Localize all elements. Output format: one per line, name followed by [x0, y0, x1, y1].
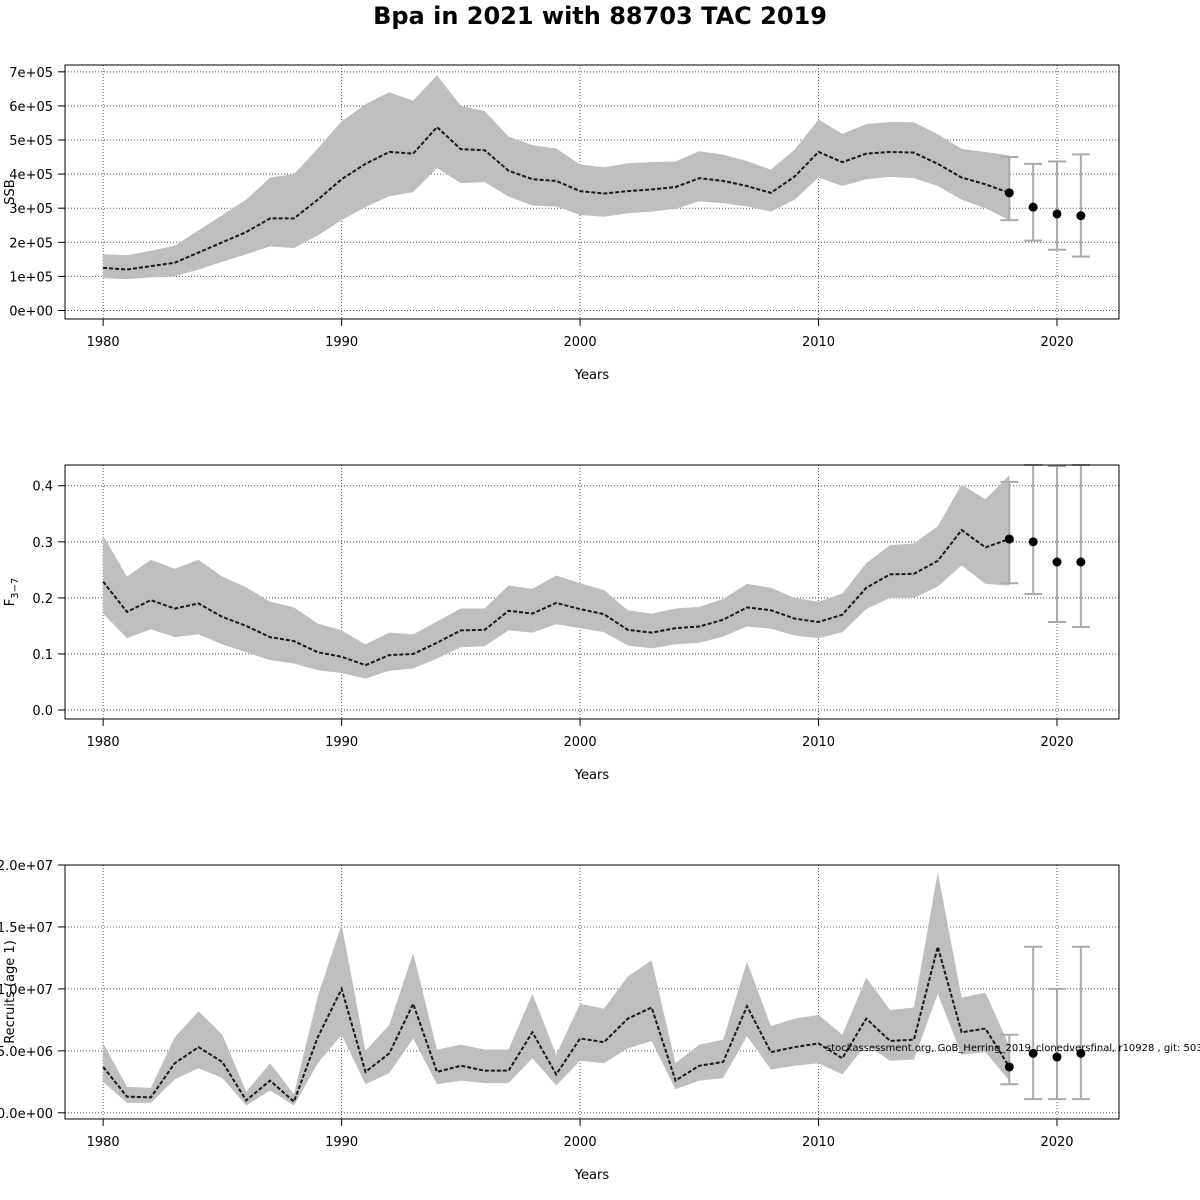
x-tick-label-2010: 2010	[802, 335, 835, 350]
f-forecast-point-2020	[1052, 557, 1062, 567]
ssb-plot-frame	[64, 64, 1120, 320]
y-tick-label: 0.0	[32, 704, 53, 719]
recruits-forecast-point-2020	[1052, 1052, 1062, 1062]
f-forecast-point-2019	[1028, 537, 1038, 547]
y-tick-label: 0.0e+00	[0, 1107, 53, 1122]
y-tick-label: 5.0e+06	[0, 1045, 53, 1060]
x-tick-label-1990: 1990	[325, 735, 358, 750]
recruits-forecast-whisker-2020	[1048, 987, 1066, 1101]
y-tick-label: 2e+05	[9, 236, 53, 251]
f-estimate-line	[102, 528, 1010, 667]
recruits-forecast-whisker-2018	[1000, 1033, 1019, 1086]
f-forecast-whisker-2018	[1000, 480, 1019, 585]
y-tick-label: 5e+05	[9, 134, 53, 149]
ssb-confidence-band	[103, 75, 1010, 280]
fishing-mortality-panel: 1980 1990 2000 2010 2020 0.0 0.1 0.2 0.3 0.4 Years…	[3, 464, 1120, 783]
recruits-forecast-point-2021	[1076, 1048, 1086, 1058]
x-tick-label-2010: 2010	[802, 735, 835, 750]
ssb-forecast-point-2018	[1004, 188, 1014, 198]
ssb-y-axis-label: SSB	[3, 179, 18, 204]
x-tick-label-2000: 2000	[564, 335, 597, 350]
x-tick-label-2020: 2020	[1040, 1135, 1073, 1150]
ssb-panel: 1980 1990 2000 2010 2020 0e+00 1e+05 2e+05 3e+05…	[3, 64, 1120, 383]
f-y-axis-label: F3−7	[3, 578, 21, 607]
f-forecast-whisker-2019	[1024, 464, 1043, 595]
recruits-estimate-line	[102, 942, 1011, 1104]
x-tick-label-1990: 1990	[325, 1135, 358, 1150]
f-forecast-whisker-2021	[1071, 464, 1090, 629]
f-confidence-band	[103, 475, 1010, 679]
recruits-forecast-point-2018	[1004, 1062, 1014, 1072]
ssb-forecast-point-2020	[1052, 209, 1062, 219]
f-forecast-point-2018	[1004, 534, 1014, 544]
f-forecast-point-2021	[1076, 557, 1086, 567]
x-tick-label-1980: 1980	[87, 335, 120, 350]
x-tick-label-1990: 1990	[325, 335, 358, 350]
footnote: stockassessment.org, GoB_Herring_2019_cl…	[826, 1043, 1200, 1054]
y-tick-label: 0.3	[32, 536, 53, 551]
recruitment-panel: 1980 1990 2000 2010 2020 0.0e+00 5.0e+06 1.0e+0…	[0, 859, 1120, 1183]
x-tick-label-1980: 1980	[87, 1135, 120, 1150]
x-tick-label-1980: 1980	[87, 735, 120, 750]
chart-title: Bpa in 2021 with 88703 TAC 2019	[373, 2, 827, 30]
recruits-x-axis-label: Years	[574, 1168, 610, 1183]
ssb-x-axis-label: Years	[574, 368, 610, 383]
recruits-forecast-whisker-2021	[1071, 945, 1090, 1101]
f-x-axis-label: Years	[574, 768, 610, 783]
y-tick-label: 1.0e+07	[0, 983, 53, 998]
y-tick-label: 0.2	[32, 592, 53, 607]
recruits-forecast-whisker-2019	[1024, 945, 1043, 1101]
x-tick-label-2020: 2020	[1040, 335, 1073, 350]
y-tick-label: 4e+05	[9, 168, 53, 183]
ssb-forecast-whisker-2019	[1024, 162, 1043, 242]
y-tick-label: 0e+00	[9, 304, 53, 319]
ssb-forecast-whisker-2020	[1048, 160, 1066, 251]
recruits-y-axis-label: Recruits (age 1)	[3, 940, 18, 1044]
x-tick-label-2010: 2010	[802, 1135, 835, 1150]
f-forecast-whisker-2020	[1048, 465, 1066, 623]
x-tick-label-2000: 2000	[564, 735, 597, 750]
recruits-plot-frame	[64, 864, 1120, 1120]
ssb-estimate-line	[103, 125, 1010, 271]
x-tick-label-2020: 2020	[1040, 735, 1073, 750]
ssb-forecast-whisker-2021	[1071, 153, 1090, 258]
f-plot-frame	[64, 464, 1120, 720]
y-tick-label: 3e+05	[9, 202, 53, 217]
ssb-forecast-point-2019	[1028, 202, 1038, 212]
y-tick-label: 0.1	[32, 648, 53, 663]
ssb-forecast-point-2021	[1076, 211, 1086, 221]
recruits-forecast-point-2019	[1028, 1048, 1038, 1058]
y-tick-label: 1e+05	[9, 270, 53, 285]
y-tick-label: 1.5e+07	[0, 921, 53, 936]
x-tick-label-2000: 2000	[564, 1135, 597, 1150]
y-tick-label: 0.4	[32, 480, 53, 495]
recruits-confidence-band	[103, 872, 1010, 1106]
y-tick-label: 7e+05	[9, 66, 53, 81]
y-tick-label: 2.0e+07	[0, 859, 53, 874]
y-tick-label: 6e+05	[9, 100, 53, 115]
y-axis-label-subscript: 3−7	[10, 578, 21, 599]
